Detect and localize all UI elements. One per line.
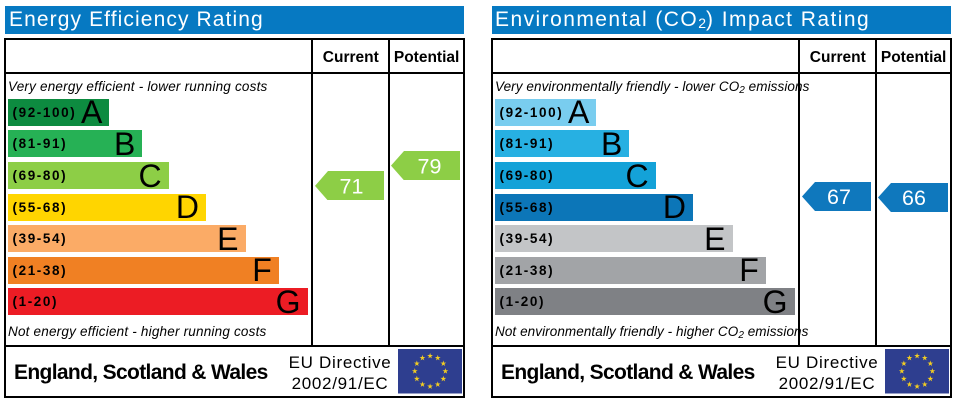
svg-text:71: 71	[339, 174, 363, 198]
svg-text:67: 67	[827, 185, 851, 209]
svg-text:79: 79	[417, 154, 441, 178]
svg-text:66: 66	[902, 186, 926, 210]
